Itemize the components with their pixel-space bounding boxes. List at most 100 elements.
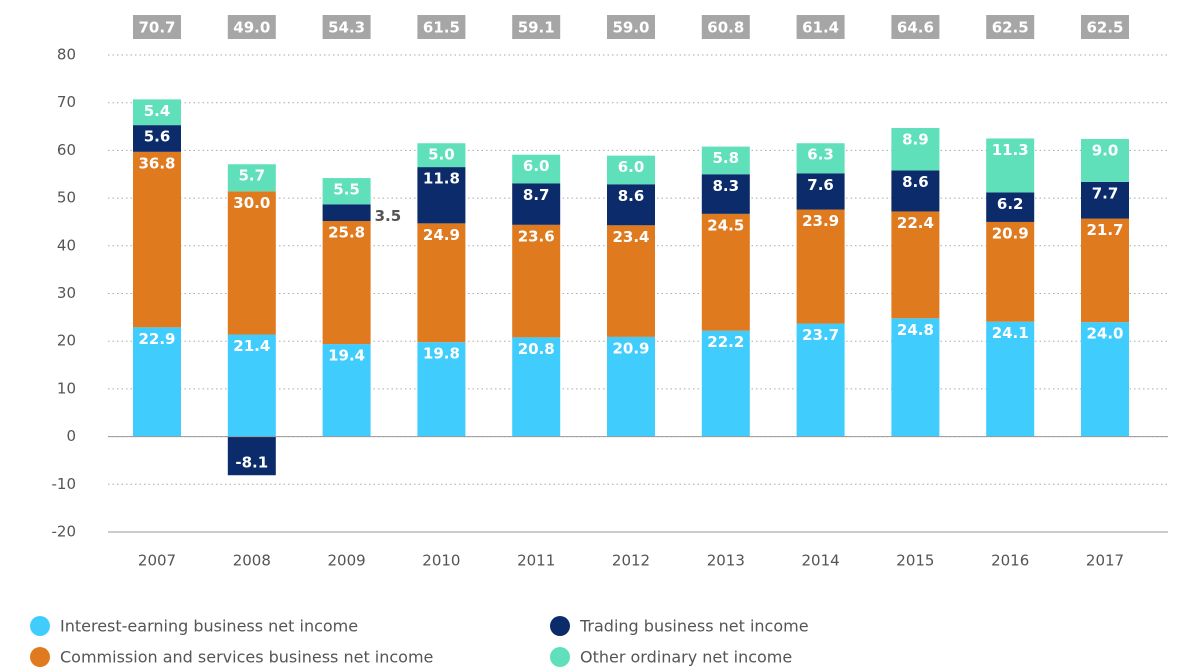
- bar-segment: [512, 224, 561, 338]
- bar-segment: [322, 178, 371, 205]
- data-label: -8.1: [235, 454, 268, 472]
- total-label: 62.5: [1086, 19, 1123, 37]
- y-tick-label: 60: [57, 141, 76, 159]
- data-label: 24.0: [1086, 325, 1123, 343]
- x-tick-label: 2008: [233, 552, 271, 570]
- data-label: 22.9: [138, 330, 175, 348]
- bar-segment: [891, 170, 940, 212]
- data-label: 24.8: [897, 321, 934, 339]
- data-label: 22.2: [707, 333, 744, 351]
- total-box: [133, 15, 181, 39]
- data-label: 5.5: [333, 181, 360, 199]
- bar-segment: [701, 174, 750, 214]
- data-label: 23.4: [612, 228, 649, 246]
- bar-segment: [322, 344, 371, 437]
- total-label: 54.3: [328, 19, 365, 37]
- bar-segment: [133, 327, 181, 437]
- total-box: [796, 15, 845, 39]
- bar-segment: [133, 125, 181, 152]
- bar-segment: [322, 220, 371, 345]
- legend-label: Commission and services business net inc…: [60, 648, 433, 667]
- data-label: 24.9: [423, 226, 460, 244]
- data-label: 8.3: [713, 177, 740, 195]
- bar-segment: [891, 211, 940, 319]
- bar-segment: [133, 151, 181, 328]
- bar-segment: [227, 334, 276, 437]
- data-label: 20.8: [518, 340, 555, 358]
- total-label: 61.4: [802, 19, 839, 37]
- y-tick-label: 80: [57, 46, 76, 64]
- y-tick-label: -20: [52, 523, 77, 541]
- data-label: 20.9: [992, 224, 1029, 242]
- legend-swatch: [550, 616, 570, 636]
- x-tick-label: 2009: [328, 552, 366, 570]
- legend-label: Trading business net income: [579, 617, 809, 636]
- data-label: 5.0: [428, 146, 455, 164]
- bar-segment: [227, 436, 276, 476]
- data-label: 8.6: [902, 173, 929, 191]
- total-box: [417, 15, 466, 39]
- data-label: 36.8: [138, 154, 175, 172]
- bar-segment: [1081, 322, 1129, 437]
- data-label: 24.1: [992, 324, 1029, 342]
- data-label: 30.0: [233, 194, 270, 212]
- bar-segment: [986, 321, 1035, 437]
- legend-swatch: [30, 616, 50, 636]
- x-tick-label: 2012: [612, 552, 650, 570]
- x-tick-label: 2017: [1086, 552, 1124, 570]
- data-label: 5.7: [239, 167, 266, 185]
- data-label: 6.3: [807, 146, 834, 164]
- data-label: 5.4: [144, 102, 171, 120]
- legend-swatch: [550, 647, 570, 667]
- total-label: 59.1: [518, 19, 555, 37]
- bar-segment: [986, 192, 1035, 222]
- bar-segment: [1081, 218, 1129, 323]
- bar-segment: [1081, 181, 1129, 219]
- total-box: [891, 15, 940, 39]
- data-label: 25.8: [328, 223, 365, 241]
- data-label: 5.6: [144, 128, 171, 146]
- bar-segment: [796, 323, 845, 437]
- legend-swatch: [30, 647, 50, 667]
- total-box: [607, 15, 655, 39]
- x-tick-label: 2014: [802, 552, 840, 570]
- total-box: [986, 15, 1035, 39]
- bar-segment: [417, 143, 466, 168]
- total-box: [322, 15, 371, 39]
- bar-segment: [512, 337, 561, 437]
- x-tick-label: 2015: [896, 552, 934, 570]
- bar-segment: [607, 155, 655, 185]
- total-box: [227, 15, 276, 39]
- bar-segment: [607, 184, 655, 226]
- bar-segment: [796, 209, 845, 324]
- bar-segment: [986, 221, 1035, 322]
- x-tick-label: 2016: [991, 552, 1029, 570]
- bar-segment: [227, 191, 276, 335]
- x-tick-label: 2007: [138, 552, 176, 570]
- y-tick-label: 70: [57, 93, 76, 111]
- data-label: 19.8: [423, 345, 460, 363]
- total-label: 62.5: [992, 19, 1029, 37]
- total-box: [701, 15, 750, 39]
- data-label: 23.9: [802, 212, 839, 230]
- data-label: 19.4: [328, 347, 365, 365]
- total-label: 49.0: [233, 19, 270, 37]
- y-tick-label: 50: [57, 189, 76, 207]
- bar-segment: [891, 127, 940, 171]
- bar-segment: [417, 223, 466, 343]
- data-label: 7.6: [807, 176, 834, 194]
- bar-segment: [986, 138, 1035, 193]
- data-label: 23.7: [802, 326, 839, 344]
- bar-segment: [322, 204, 371, 221]
- y-tick-label: 30: [57, 284, 76, 302]
- bar-segment: [417, 167, 466, 224]
- data-label: 5.8: [713, 149, 740, 167]
- x-tick-label: 2013: [707, 552, 745, 570]
- bar-segment: [133, 99, 181, 126]
- y-tick-label: -10: [52, 475, 77, 493]
- legend-label: Other ordinary net income: [580, 648, 792, 667]
- total-label: 59.0: [612, 19, 649, 37]
- total-label: 61.5: [423, 19, 460, 37]
- total-box: [512, 15, 561, 39]
- data-label: 11.8: [423, 170, 460, 188]
